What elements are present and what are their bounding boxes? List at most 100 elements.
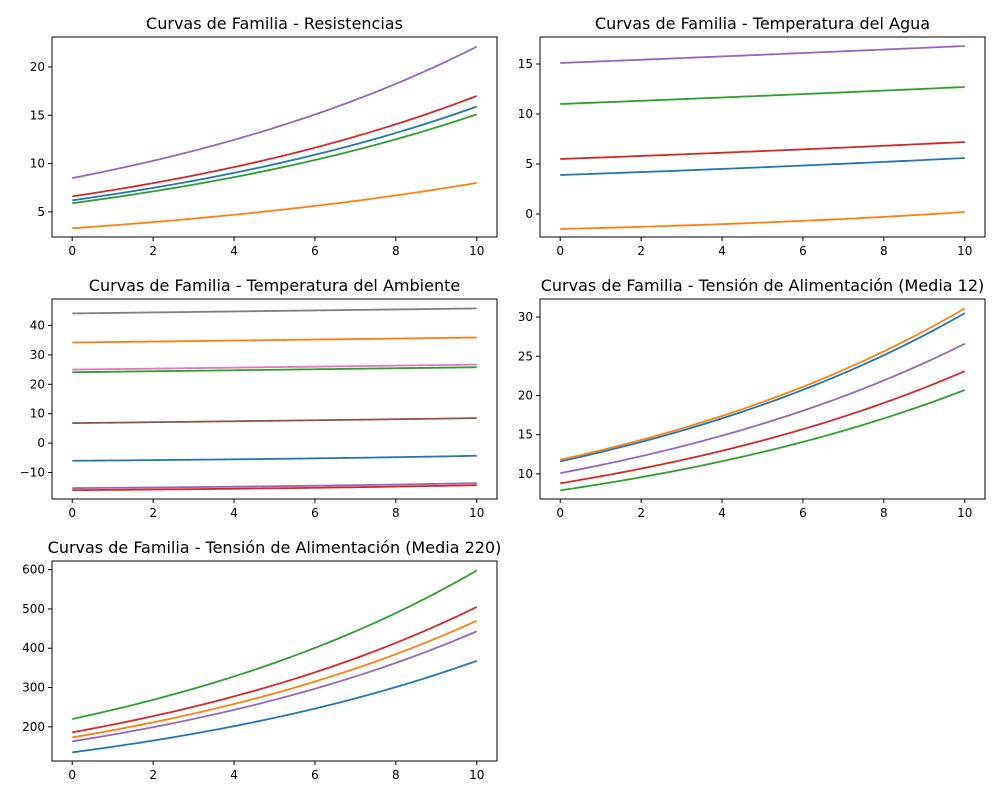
series-line-7 [72,363,477,371]
series-line-3 [72,569,478,720]
series-line-5 [560,45,965,64]
axes-frame [51,36,498,238]
x-tick-label: 8 [880,244,888,258]
chart-1: Curvas de Familia - Resistencias 0 2 4 6 8 10 5… [30,14,498,258]
x-tick-label: 0 [68,768,76,782]
x-tick-label: 10 [469,244,484,258]
y-tick-label: 15 [30,108,45,122]
y-tick-label: 10 [30,407,45,421]
y-tick-label: 600 [22,563,45,577]
series-line-5 [72,45,478,179]
axes-frame [539,36,986,238]
x-tick-label: 2 [637,506,645,520]
y-tick-label: 15 [518,428,533,442]
y-tick-label: 10 [518,467,533,481]
chart-title: Curvas de Familia - Resistencias [146,14,403,33]
series-group [560,45,965,230]
axes-frame [51,298,498,500]
y-tick-label: 0 [525,207,533,221]
y-tick-label: 15 [518,57,533,71]
series-group [72,307,477,492]
series-line-5 [72,482,477,490]
x-tick-label: 6 [799,506,807,520]
y-tick-label: 200 [22,720,45,734]
x-tick-label: 6 [799,244,807,258]
x-tick-label: 6 [311,506,319,520]
series-line-3 [72,366,477,374]
y-tick-label: 20 [30,377,45,391]
series-line-1 [560,157,965,176]
x-tick-label: 4 [230,244,238,258]
x-tick-label: 6 [311,768,319,782]
y-tick-label: 10 [518,107,533,121]
series-line-2 [560,307,966,461]
x-tick-label: 2 [637,244,645,258]
x-tick-label: 10 [957,506,972,520]
x-tick-label: 10 [469,768,484,782]
y-tick-label: 20 [518,388,533,402]
series-line-2 [72,336,477,344]
y-tick-label: 0 [37,436,45,450]
y-tick-label: 25 [518,349,533,363]
x-tick-label: 10 [469,506,484,520]
series-line-8 [72,307,477,315]
series-line-3 [560,389,966,492]
series-group [72,569,478,754]
y-tick-label: 40 [30,318,45,332]
x-tick-label: 8 [392,244,400,258]
x-tick-label: 6 [311,244,319,258]
series-line-5 [72,630,478,743]
x-tick-label: 0 [68,506,76,520]
y-tick-label: 500 [22,602,45,616]
x-tick-label: 10 [957,244,972,258]
y-tick-label: 5 [525,157,533,171]
series-line-1 [560,312,966,463]
y-tick-label: 30 [518,310,533,324]
x-tick-label: 2 [149,506,157,520]
y-tick-label: −10 [20,466,45,480]
x-tick-label: 4 [230,506,238,520]
x-tick-label: 4 [718,244,726,258]
x-tick-label: 4 [718,506,726,520]
x-tick-label: 2 [149,768,157,782]
series-line-4 [560,370,966,485]
chart-3: Curvas de Familia - Temperatura del Ambi… [20,276,498,520]
series-line-2 [72,619,478,739]
chart-title: Curvas de Familia - Tensión de Alimentac… [48,538,502,557]
y-tick-label: 10 [30,157,45,171]
series-line-4 [72,484,477,492]
series-line-6 [72,417,477,425]
series-line-1 [72,105,478,202]
x-tick-label: 8 [392,506,400,520]
x-tick-label: 4 [230,768,238,782]
chart-title: Curvas de Familia - Temperatura del Ambi… [89,276,460,295]
series-line-3 [560,86,965,105]
series-line-5 [560,342,966,475]
series-line-1 [72,454,477,462]
series-line-2 [72,182,477,230]
series-line-1 [72,659,478,754]
x-tick-label: 0 [556,506,564,520]
y-tick-label: 30 [30,348,45,362]
y-tick-label: 300 [22,681,45,695]
series-line-3 [72,113,478,205]
chart-title: Curvas de Familia - Temperatura del Agua [595,14,930,33]
y-tick-label: 20 [30,60,45,74]
series-line-2 [560,211,965,230]
x-tick-label: 8 [392,768,400,782]
axes-frame [539,298,986,500]
chart-4: Curvas de Familia - Tensión de Alimentac… [518,276,986,520]
x-tick-label: 0 [68,244,76,258]
x-tick-label: 2 [149,244,157,258]
x-tick-label: 8 [880,506,888,520]
axes-frame [51,560,498,762]
series-group [560,307,966,492]
x-tick-label: 0 [556,244,564,258]
series-line-4 [72,606,478,734]
series-line-4 [72,95,478,198]
y-tick-label: 400 [22,641,45,655]
series-line-4 [560,141,965,160]
chart-2: Curvas de Familia - Temperatura del Agua… [518,14,986,258]
